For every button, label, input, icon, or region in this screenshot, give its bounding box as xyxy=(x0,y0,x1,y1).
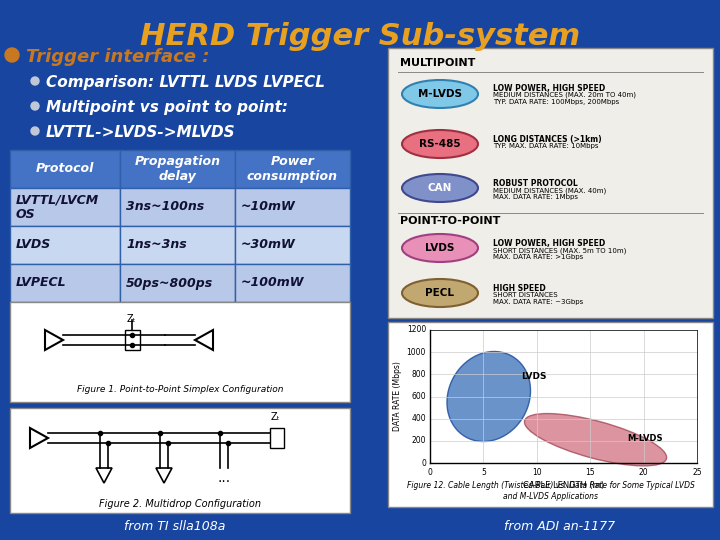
Bar xyxy=(10,226,120,264)
Bar xyxy=(235,226,350,264)
Text: 20: 20 xyxy=(639,468,649,477)
Text: Figure 12. Cable Length (Twisted-Pair) vs. Data Rate for Some Typical LVDS
and M: Figure 12. Cable Length (Twisted-Pair) v… xyxy=(407,481,694,501)
Text: M-LVDS: M-LVDS xyxy=(418,89,462,99)
Bar xyxy=(388,48,713,318)
Circle shape xyxy=(5,48,19,62)
Text: M-LVDS: M-LVDS xyxy=(628,434,663,443)
Text: 1000: 1000 xyxy=(407,348,426,356)
Text: 5: 5 xyxy=(481,468,486,477)
Text: Comparison: LVTTL LVDS LVPECL: Comparison: LVTTL LVDS LVPECL xyxy=(46,75,325,90)
Text: TYP. MAX. DATA RATE: 10Mbps: TYP. MAX. DATA RATE: 10Mbps xyxy=(493,143,598,149)
Text: Zₜ: Zₜ xyxy=(127,314,137,324)
Text: CABLE LENGTH (m): CABLE LENGTH (m) xyxy=(523,481,604,490)
Text: SHORT DISTANCES: SHORT DISTANCES xyxy=(493,292,557,298)
Text: 15: 15 xyxy=(585,468,595,477)
Text: ROBUST PROTOCOL: ROBUST PROTOCOL xyxy=(493,179,577,188)
Text: HERD Trigger Sub-system: HERD Trigger Sub-system xyxy=(140,22,580,51)
Ellipse shape xyxy=(402,130,478,158)
Bar xyxy=(10,302,350,402)
Text: ~30mW: ~30mW xyxy=(241,239,296,252)
Text: 800: 800 xyxy=(412,370,426,379)
Text: MAX. DATA RATE: ~3Gbps: MAX. DATA RATE: ~3Gbps xyxy=(493,299,583,305)
Text: 1200: 1200 xyxy=(407,326,426,334)
Text: 0: 0 xyxy=(428,468,433,477)
Ellipse shape xyxy=(402,80,478,108)
Text: PECL: PECL xyxy=(426,288,454,298)
Circle shape xyxy=(31,102,39,110)
Text: LONG DISTANCES (>1km): LONG DISTANCES (>1km) xyxy=(493,135,602,144)
Bar xyxy=(125,330,140,350)
Text: HIGH SPEED: HIGH SPEED xyxy=(493,284,546,293)
Text: LOW POWER, HIGH SPEED: LOW POWER, HIGH SPEED xyxy=(493,239,606,248)
Ellipse shape xyxy=(447,352,531,442)
Text: LVDS: LVDS xyxy=(521,372,546,381)
Text: ~100mW: ~100mW xyxy=(241,276,305,289)
Text: MAX. DATA RATE: >1Gbps: MAX. DATA RATE: >1Gbps xyxy=(493,254,583,260)
Text: 3ns~100ns: 3ns~100ns xyxy=(126,200,204,213)
Text: 600: 600 xyxy=(411,392,426,401)
Text: Power
consumption: Power consumption xyxy=(247,155,338,183)
Text: MAX. DATA RATE: 1Mbps: MAX. DATA RATE: 1Mbps xyxy=(493,194,578,200)
Text: 200: 200 xyxy=(412,436,426,446)
Bar xyxy=(10,188,120,226)
Text: Figure 2. Multidrop Configuration: Figure 2. Multidrop Configuration xyxy=(99,499,261,509)
Text: POINT-TO-POINT: POINT-TO-POINT xyxy=(400,216,500,226)
Text: Zₜ: Zₜ xyxy=(271,412,281,422)
Bar xyxy=(10,150,120,188)
Text: TYP. DATA RATE: 100Mbps, 200Mbps: TYP. DATA RATE: 100Mbps, 200Mbps xyxy=(493,99,619,105)
Text: from TI slla108a: from TI slla108a xyxy=(125,520,225,533)
Text: LVDS: LVDS xyxy=(16,239,51,252)
Text: LVPECL: LVPECL xyxy=(16,276,67,289)
Ellipse shape xyxy=(402,234,478,262)
Text: Propagation
delay: Propagation delay xyxy=(135,155,220,183)
Ellipse shape xyxy=(402,279,478,307)
Text: RS-485: RS-485 xyxy=(419,139,461,149)
Text: from ADI an-1177: from ADI an-1177 xyxy=(505,520,616,533)
Text: ...: ... xyxy=(217,471,230,485)
Text: ~10mW: ~10mW xyxy=(241,200,296,213)
Text: Multipoint vs point to point:: Multipoint vs point to point: xyxy=(46,100,288,115)
Text: LOW POWER, HIGH SPEED: LOW POWER, HIGH SPEED xyxy=(493,84,606,93)
Bar xyxy=(120,150,235,188)
Text: LVTTL->LVDS->MLVDS: LVTTL->LVDS->MLVDS xyxy=(46,125,235,140)
Text: 50ps~800ps: 50ps~800ps xyxy=(126,276,213,289)
Bar xyxy=(235,150,350,188)
Text: MULTIPOINT: MULTIPOINT xyxy=(400,58,475,68)
Text: MEDIUM DISTANCES (MAX. 40m): MEDIUM DISTANCES (MAX. 40m) xyxy=(493,187,606,193)
Text: SHORT DISTANCES (MAX. 5m TO 10m): SHORT DISTANCES (MAX. 5m TO 10m) xyxy=(493,247,626,253)
Bar xyxy=(270,428,284,448)
Circle shape xyxy=(31,77,39,85)
Text: Trigger interface :: Trigger interface : xyxy=(26,48,210,66)
Bar xyxy=(235,188,350,226)
Text: LVTTL/LVCM
OS: LVTTL/LVCM OS xyxy=(16,193,99,220)
Ellipse shape xyxy=(524,414,667,466)
Bar xyxy=(388,322,713,507)
Circle shape xyxy=(31,127,39,135)
Text: 0: 0 xyxy=(421,458,426,468)
Text: 1ns~3ns: 1ns~3ns xyxy=(126,239,186,252)
Bar xyxy=(120,264,235,302)
Text: 25: 25 xyxy=(692,468,702,477)
Text: DATA RATE (Mbps): DATA RATE (Mbps) xyxy=(394,362,402,431)
Bar xyxy=(10,408,350,513)
Text: Figure 1. Point-to-Point Simplex Configuration: Figure 1. Point-to-Point Simplex Configu… xyxy=(77,385,283,394)
Bar xyxy=(10,264,120,302)
Text: 10: 10 xyxy=(532,468,541,477)
Text: Protocol: Protocol xyxy=(36,163,94,176)
Text: LVDS: LVDS xyxy=(426,243,455,253)
Bar xyxy=(120,188,235,226)
Text: CAN: CAN xyxy=(428,183,452,193)
Text: MEDIUM DISTANCES (MAX. 20m TO 40m): MEDIUM DISTANCES (MAX. 20m TO 40m) xyxy=(493,92,636,98)
Text: 400: 400 xyxy=(411,414,426,423)
Bar xyxy=(235,264,350,302)
Ellipse shape xyxy=(402,174,478,202)
Bar xyxy=(120,226,235,264)
